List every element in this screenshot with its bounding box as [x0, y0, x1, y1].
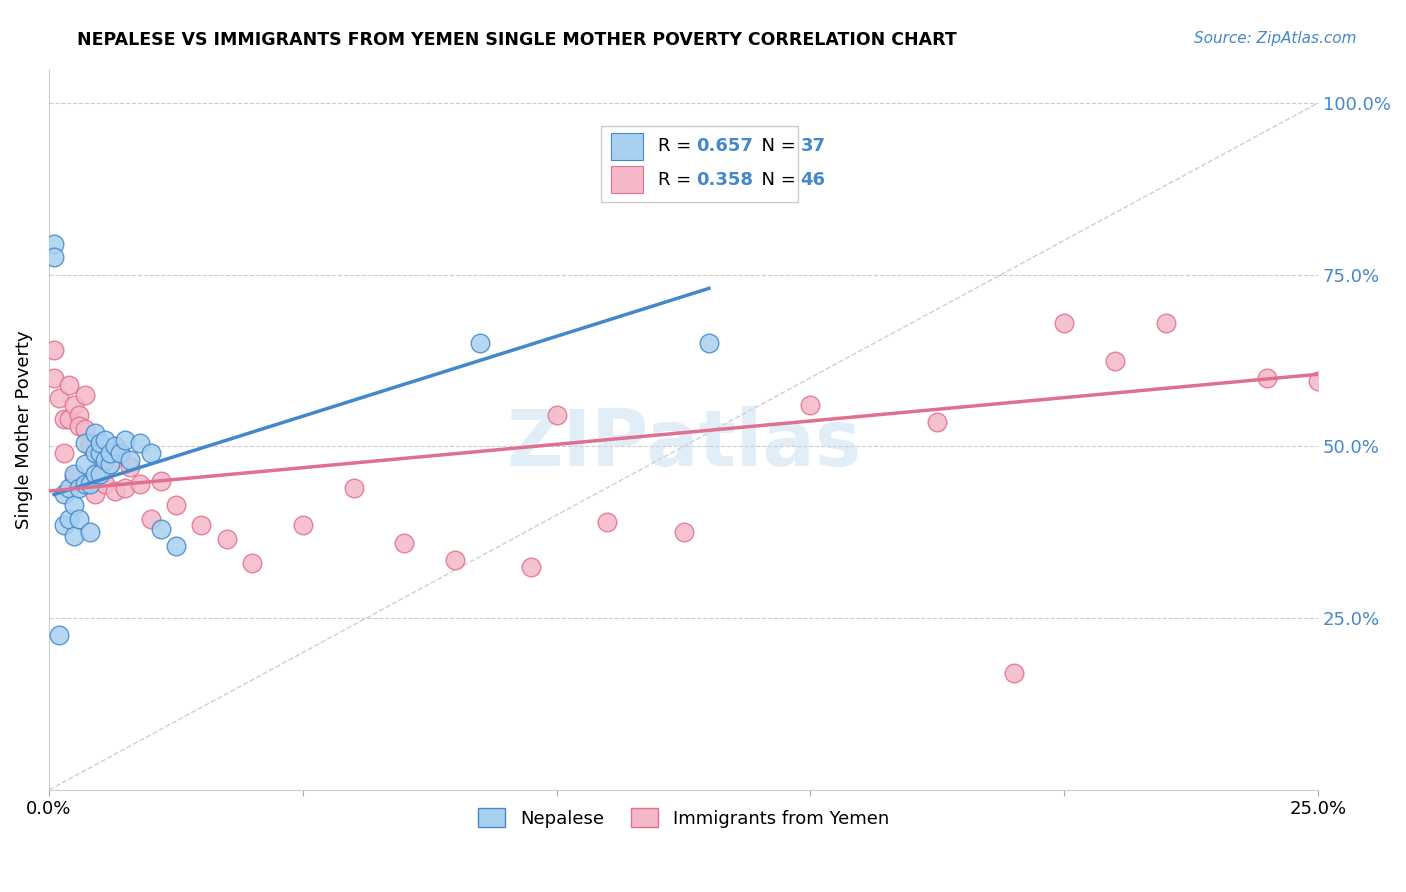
Point: [67, 418, 90, 433]
Point: [165, 539, 187, 553]
Point: [83, 446, 105, 460]
Point: [58, 377, 80, 392]
Point: [53, 487, 76, 501]
Point: [79, 439, 101, 453]
Text: N =: N =: [749, 170, 801, 188]
Point: [53, 446, 76, 460]
Point: [596, 515, 619, 529]
Point: [342, 481, 364, 495]
Point: [63, 398, 86, 412]
Point: [58, 481, 80, 495]
Point: [58, 412, 80, 426]
Text: 0.657: 0.657: [696, 137, 754, 155]
Point: [63, 529, 86, 543]
Point: [73, 477, 96, 491]
Point: [94, 433, 117, 447]
Point: [89, 467, 111, 481]
Point: [89, 446, 111, 460]
Point: [108, 446, 131, 460]
Text: R =: R =: [658, 137, 697, 155]
Point: [114, 433, 136, 447]
Point: [63, 498, 86, 512]
Point: [139, 511, 162, 525]
Point: [120, 460, 142, 475]
Point: [73, 457, 96, 471]
Point: [73, 422, 96, 436]
Point: [79, 477, 101, 491]
Point: [63, 470, 86, 484]
Point: [89, 436, 111, 450]
Point: [89, 460, 111, 475]
Point: [48, 392, 70, 406]
Point: [520, 559, 543, 574]
Point: [139, 446, 162, 460]
Point: [1154, 316, 1177, 330]
Point: [149, 474, 172, 488]
Point: [129, 477, 152, 491]
Point: [546, 409, 568, 423]
Point: [697, 336, 720, 351]
Point: [58, 511, 80, 525]
Text: N =: N =: [749, 137, 801, 155]
Text: R =: R =: [658, 170, 697, 188]
Point: [149, 522, 172, 536]
Point: [120, 453, 142, 467]
Text: NEPALESE VS IMMIGRANTS FROM YEMEN SINGLE MOTHER POVERTY CORRELATION CHART: NEPALESE VS IMMIGRANTS FROM YEMEN SINGLE…: [77, 31, 957, 49]
Point: [53, 412, 76, 426]
Point: [67, 511, 90, 525]
Point: [67, 409, 90, 423]
Point: [42, 236, 65, 251]
Point: [73, 436, 96, 450]
Point: [190, 518, 212, 533]
Point: [1308, 374, 1330, 388]
Point: [104, 439, 127, 453]
Point: [1104, 353, 1126, 368]
Text: ZIPatlas: ZIPatlas: [506, 406, 860, 482]
Point: [104, 484, 127, 499]
Point: [83, 425, 105, 440]
Text: 37: 37: [800, 137, 825, 155]
Point: [42, 343, 65, 358]
Point: [1053, 316, 1076, 330]
Point: [215, 532, 238, 546]
Point: [108, 446, 131, 460]
Point: [114, 481, 136, 495]
Text: 0.358: 0.358: [696, 170, 754, 188]
Point: [1256, 370, 1278, 384]
Point: [1002, 666, 1025, 681]
Point: [394, 535, 416, 549]
Point: [63, 467, 86, 481]
Point: [83, 467, 105, 481]
Y-axis label: Single Mother Poverty: Single Mother Poverty: [15, 330, 32, 529]
Point: [672, 525, 695, 540]
Point: [42, 370, 65, 384]
Point: [165, 498, 187, 512]
Point: [42, 251, 65, 265]
Point: [291, 518, 314, 533]
Point: [240, 556, 263, 570]
Point: [79, 436, 101, 450]
Point: [927, 415, 949, 429]
Point: [98, 446, 121, 460]
Point: [98, 457, 121, 471]
Legend: Nepalese, Immigrants from Yemen: Nepalese, Immigrants from Yemen: [471, 801, 896, 835]
FancyBboxPatch shape: [612, 166, 643, 194]
Point: [129, 436, 152, 450]
Point: [94, 453, 117, 467]
Point: [73, 388, 96, 402]
Point: [444, 553, 467, 567]
Point: [53, 518, 76, 533]
Text: Source: ZipAtlas.com: Source: ZipAtlas.com: [1194, 31, 1357, 46]
Text: 46: 46: [800, 170, 825, 188]
FancyBboxPatch shape: [612, 133, 643, 161]
Point: [799, 398, 821, 412]
Point: [48, 628, 70, 642]
Point: [83, 487, 105, 501]
Point: [94, 477, 117, 491]
Point: [98, 457, 121, 471]
Point: [79, 525, 101, 540]
FancyBboxPatch shape: [600, 127, 797, 202]
Point: [470, 336, 492, 351]
Point: [67, 481, 90, 495]
